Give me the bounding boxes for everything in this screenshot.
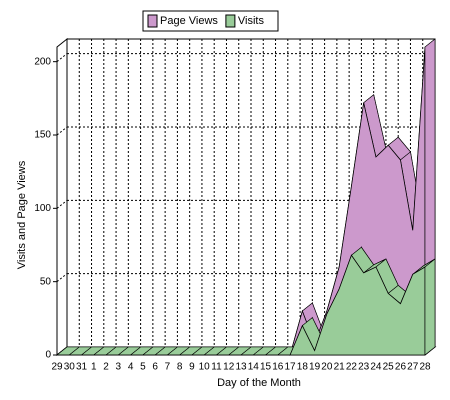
x-tick-label: 3 [116, 362, 122, 373]
x-tick-label: 31 [76, 362, 88, 373]
x-tick-label: 15 [260, 362, 272, 373]
x-axis-label: Day of the Month [217, 377, 301, 389]
y-tick-label: 150 [34, 130, 51, 141]
legend-swatch [225, 14, 236, 28]
x-tick-label: 5 [140, 362, 146, 373]
y-tick-label: 0 [45, 350, 51, 361]
legend-label: Visits [238, 15, 265, 27]
x-tick-label: 24 [370, 362, 382, 373]
x-tick-label: 14 [248, 362, 260, 373]
x-tick-label: 11 [211, 362, 222, 373]
x-tick-label: 7 [165, 362, 171, 373]
x-tick-label: 26 [395, 362, 407, 373]
legend-swatch [147, 14, 158, 28]
y-tick-label: 50 [40, 276, 52, 287]
y-axis-label: Visits and Page Views [16, 160, 28, 269]
x-tick-label: 2 [103, 362, 109, 373]
legend-box [142, 10, 279, 32]
area-end [424, 258, 436, 356]
legend: Page Views Visits [142, 10, 279, 32]
x-tick-label: 23 [358, 362, 370, 373]
x-tick-label: 10 [199, 362, 211, 373]
x-tick-label: 27 [407, 362, 419, 373]
x-tick-label: 29 [51, 362, 63, 373]
x-tick-label: 1 [91, 362, 97, 373]
y-tick-label: 100 [34, 203, 51, 214]
x-tick-label: 12 [223, 362, 235, 373]
x-tick-label: 17 [285, 362, 297, 373]
x-tick-label: 25 [383, 362, 395, 373]
x-tick-label: 6 [152, 362, 158, 373]
x-tick-label: 18 [297, 362, 309, 373]
x-tick-label: 4 [128, 362, 134, 373]
y-tick-label: 200 [34, 56, 51, 67]
x-tick-label: 20 [321, 362, 333, 373]
x-tick-label: 21 [334, 362, 346, 373]
x-tick-label: 28 [419, 362, 431, 373]
x-tick-label: 8 [177, 362, 183, 373]
x-tick-label: 22 [346, 362, 358, 373]
area [57, 254, 426, 356]
x-tick-label: 13 [235, 362, 247, 373]
left-wall [56, 37, 68, 357]
x-tick-label: 30 [64, 362, 76, 373]
x-tick-label: 16 [272, 362, 284, 373]
legend-label: Page Views [160, 15, 218, 27]
x-tick-label: 19 [309, 362, 321, 373]
x-tick-label: 9 [189, 362, 195, 373]
